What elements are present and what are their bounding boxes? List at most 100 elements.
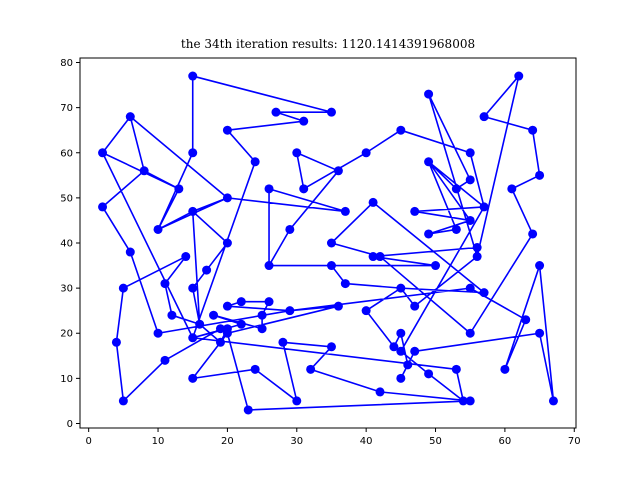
y-tick-label: 30 (60, 284, 73, 295)
city-point (451, 364, 461, 374)
city-point (174, 184, 184, 194)
city-point (465, 215, 475, 225)
city-point (299, 116, 309, 126)
city-point (285, 224, 295, 234)
city-point (250, 364, 260, 374)
city-point (188, 333, 198, 343)
y-tick-label: 10 (60, 374, 73, 385)
city-point (333, 301, 343, 311)
city-point (236, 319, 246, 329)
y-tick-label: 40 (60, 239, 73, 250)
city-point (222, 328, 232, 338)
city-point (396, 328, 406, 338)
city-point (299, 184, 309, 194)
city-point (118, 283, 128, 293)
city-point (424, 369, 434, 379)
city-point (215, 324, 225, 334)
city-point (514, 71, 524, 81)
city-point (160, 355, 170, 365)
city-point (410, 206, 420, 216)
city-point (257, 310, 267, 320)
city-point (424, 157, 434, 167)
city-point (458, 396, 468, 406)
city-point (118, 396, 128, 406)
city-point (333, 166, 343, 176)
city-point (535, 328, 545, 338)
city-point (340, 279, 350, 289)
x-tick-label: 70 (568, 436, 581, 447)
city-point (521, 315, 531, 325)
x-tick-label: 30 (290, 436, 303, 447)
city-point (98, 148, 108, 158)
city-point (507, 184, 517, 194)
city-point (375, 252, 385, 262)
city-point (292, 396, 302, 406)
city-point (222, 193, 232, 203)
city-point (326, 342, 336, 352)
city-point (326, 107, 336, 117)
city-point (125, 247, 135, 257)
y-tick-label: 60 (60, 148, 73, 159)
chart-title: the 34th iteration results: 1120.1414391… (181, 37, 475, 51)
y-tick-label: 0 (67, 419, 73, 430)
city-point (202, 265, 212, 275)
city-point (188, 71, 198, 81)
x-tick-label: 10 (152, 436, 165, 447)
city-point (264, 297, 274, 307)
city-point (535, 261, 545, 271)
city-point (188, 373, 198, 383)
y-tick-label: 20 (60, 329, 73, 340)
city-point (479, 288, 489, 298)
city-point (257, 324, 267, 334)
city-point (340, 206, 350, 216)
city-point (195, 319, 205, 329)
city-point (389, 342, 399, 352)
city-point (472, 252, 482, 262)
city-point (465, 148, 475, 158)
city-point (306, 364, 316, 374)
city-point (375, 387, 385, 397)
city-point (181, 252, 191, 262)
city-point (548, 396, 558, 406)
city-point (264, 184, 274, 194)
x-tick-label: 0 (85, 436, 91, 447)
city-point (396, 283, 406, 293)
city-point (451, 184, 461, 194)
city-point (368, 197, 378, 207)
city-point (451, 224, 461, 234)
city-point (410, 301, 420, 311)
city-point (167, 310, 177, 320)
city-point (361, 306, 371, 316)
city-point (465, 283, 475, 293)
city-point (396, 373, 406, 383)
city-point (264, 261, 274, 271)
city-point (285, 306, 295, 316)
city-point (139, 166, 149, 176)
city-point (153, 328, 163, 338)
axes-ticks: 0 10 20 30 40 50 60 70 0 10 20 30 40 50 60 70 80 (60, 58, 580, 447)
city-point (188, 283, 198, 293)
city-point (465, 175, 475, 185)
city-point (292, 148, 302, 158)
x-tick-label: 50 (429, 436, 442, 447)
city-point (222, 125, 232, 135)
y-tick-label: 70 (60, 103, 73, 114)
y-tick-label: 50 (60, 193, 73, 204)
city-point (160, 279, 170, 289)
city-point (424, 229, 434, 239)
city-point (326, 261, 336, 271)
plot-area (98, 71, 558, 415)
city-point (403, 360, 413, 370)
x-tick-label: 60 (499, 436, 512, 447)
city-point (396, 346, 406, 356)
city-point (479, 202, 489, 212)
city-point (479, 112, 489, 122)
city-point (250, 157, 260, 167)
city-point (209, 310, 219, 320)
city-point (361, 148, 371, 158)
city-point (153, 224, 163, 234)
city-point (98, 202, 108, 212)
city-point (465, 328, 475, 338)
